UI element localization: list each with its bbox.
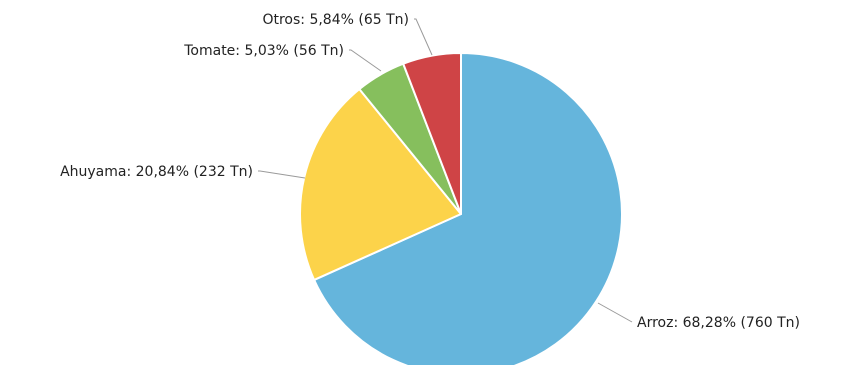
leader-line-ahuyama <box>258 170 306 179</box>
leader-line-tomate <box>349 49 382 72</box>
leader-line-arroz <box>597 302 633 323</box>
pie-slice-ahuyama <box>299 88 462 281</box>
slice-label-ahuyama: Ahuyama: 20,84% (232 Tn) <box>60 164 253 180</box>
slice-label-tomate: Tomate: 5,03% (56 Tn) <box>183 43 344 59</box>
pie-slice-arroz <box>313 52 623 365</box>
pie-slice-otros <box>402 52 462 215</box>
pie-slices <box>299 52 623 365</box>
slice-labels: Arroz: 68,28% (760 Tn) Ahuyama: 20,84% (2… <box>60 12 800 331</box>
leader-line-otros <box>414 18 433 56</box>
slice-label-otros: Otros: 5,84% (65 Tn) <box>262 12 409 28</box>
slice-label-arroz: Arroz: 68,28% (760 Tn) <box>637 315 800 331</box>
leader-lines <box>258 18 633 323</box>
